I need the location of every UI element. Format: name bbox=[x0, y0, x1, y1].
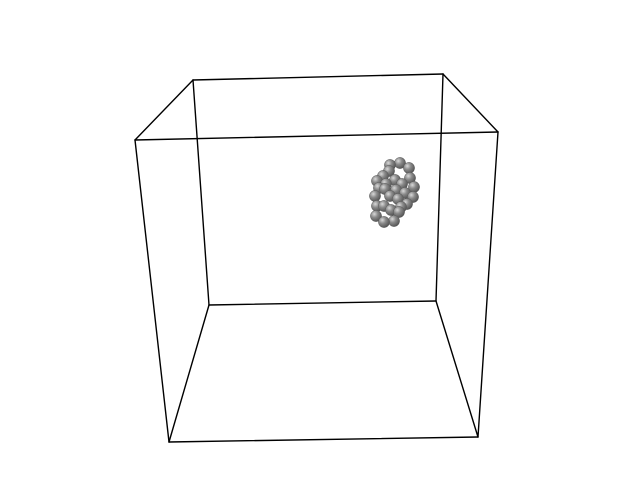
bead bbox=[369, 190, 381, 202]
box-edge-top-right-depth bbox=[442, 73, 499, 133]
simulation-box bbox=[134, 73, 499, 443]
bead bbox=[393, 206, 405, 218]
box-edge-back-bottom bbox=[208, 300, 437, 306]
box-edge-front-bottom bbox=[168, 436, 479, 443]
box-edge-front-right bbox=[477, 131, 499, 438]
bead bbox=[403, 162, 415, 174]
bead bbox=[388, 215, 400, 227]
box-edge-top-left-depth bbox=[134, 79, 194, 141]
box-edge-bottom-left-depth bbox=[168, 304, 210, 443]
bead bbox=[378, 216, 390, 228]
bead bbox=[370, 210, 382, 222]
box-edge-front-top bbox=[134, 131, 499, 141]
box-edge-front-left bbox=[134, 139, 170, 443]
box-edge-back-left bbox=[192, 79, 210, 306]
bead-cluster bbox=[369, 157, 420, 228]
box-edge-back-top bbox=[192, 73, 444, 81]
box-edge-back-right bbox=[435, 73, 444, 302]
box-edge-bottom-right-depth bbox=[435, 300, 479, 438]
